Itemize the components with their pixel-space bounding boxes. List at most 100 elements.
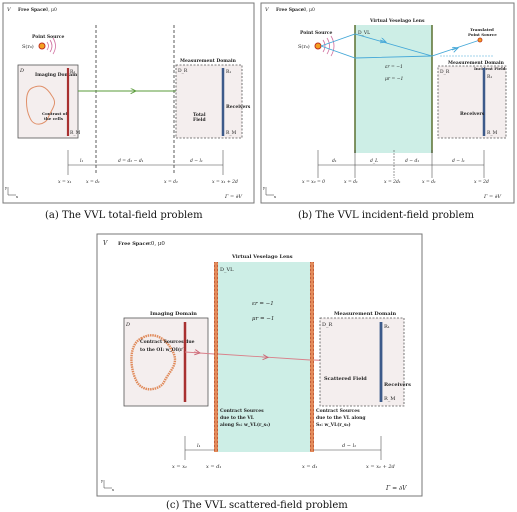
b-translated-source-icon xyxy=(477,37,483,43)
c-rm: R_M xyxy=(384,396,395,402)
a-dl-expr: d − l₁ xyxy=(190,158,203,164)
b-x2d1: x = 2d₁ xyxy=(384,179,401,185)
b-lens-title: Virtual Veselago Lens xyxy=(369,18,425,24)
c-r1: R₁ xyxy=(384,324,390,330)
c-l1: l₁ xyxy=(197,443,201,449)
b-medium: ε0, μ0 xyxy=(301,7,315,13)
b-point-source-title: Point Source xyxy=(300,30,333,36)
a-object-contour xyxy=(26,85,55,125)
b-axis-x-label: x xyxy=(274,195,276,199)
b-mu: μr = −1 xyxy=(385,76,403,82)
b-lens xyxy=(355,25,432,153)
c-eps: εr = −1 xyxy=(252,301,274,307)
a-measurement-title: Measurement Domain xyxy=(180,58,237,64)
c-lens-src-5: due to the VL along xyxy=(316,415,366,421)
a-x1: x = x₁ xyxy=(58,180,72,185)
caption-a: (a) The VVL total-field problem xyxy=(45,210,203,221)
c-medium: ε0, μ0 xyxy=(148,241,165,247)
a-rm-label: R_M xyxy=(70,130,81,136)
a-gamma: Γ = ∂V xyxy=(224,194,243,200)
c-imaging-title: Imaging Domain xyxy=(150,311,197,317)
b-dd: d − d₁ xyxy=(405,158,419,164)
a-xd1: x = d₁ xyxy=(86,179,100,185)
c-xd1: x = d₁ xyxy=(206,464,221,470)
c-axis-y-label: y xyxy=(100,479,103,483)
b-xd1: x = d₁ xyxy=(344,179,358,185)
c-lens-src-6: S₂: w_VL(r_s₂) xyxy=(316,421,351,428)
c-dr: D_R xyxy=(322,322,333,328)
c-axis-x-label: x xyxy=(112,488,114,492)
b-gamma: Γ = ∂V xyxy=(483,194,502,200)
a-point-source-label: S(r₀) xyxy=(22,43,34,50)
b-ray-arrow-1 xyxy=(379,40,386,42)
a-d-label: D xyxy=(19,68,24,74)
c-mu: μr = −1 xyxy=(252,316,274,322)
a-axis-y-label: y xyxy=(4,186,7,190)
b-d1: d₁ xyxy=(332,158,337,164)
b-x2d: x = 2d xyxy=(474,179,489,185)
c-ray-arrow-1 xyxy=(193,352,200,353)
b-measurement-domain xyxy=(437,65,507,139)
a-medium: ε0, μ0 xyxy=(43,7,57,13)
c-measurement-domain xyxy=(319,317,405,407)
b-ray-arrow-2 xyxy=(451,48,458,50)
panel-c: V Free Space ε0, μ0 Virtual Veselago Len… xyxy=(96,233,423,497)
c-xd2: x = d₁ xyxy=(302,464,317,470)
a-r1b-label: R₁ xyxy=(226,69,231,75)
c-dl: d − l₁ xyxy=(342,443,356,449)
c-lens-src-1: Contract Sources xyxy=(220,408,264,414)
a-total-1: Total xyxy=(193,112,206,118)
a-receivers: Receivers xyxy=(226,104,251,110)
a-r1-label: R₁ xyxy=(70,69,75,75)
c-v-label: V xyxy=(103,240,108,247)
panel-a: V Free Space ε0, μ0 Point Source S(r₀) D… xyxy=(2,2,255,204)
b-measurement-title: Measurement Domain xyxy=(448,60,505,66)
a-imaging-title: Imaging Domain xyxy=(35,72,78,78)
a-d-expr: d = d₂ − d₁ xyxy=(118,158,144,164)
a-measurement-domain xyxy=(175,64,243,139)
c-object-contour xyxy=(130,334,177,391)
b-dvl: D_VL xyxy=(358,30,370,36)
panel-b: V Free Space ε0, μ0 Virtual Veselago Len… xyxy=(260,2,515,204)
b-point-source-label: S(r₀) xyxy=(298,43,310,50)
b-dl1: d − l₁ xyxy=(452,158,465,164)
b-incident-field: Incident Field xyxy=(474,66,506,71)
b-r1: R₁ xyxy=(487,74,492,80)
caption-c: (c) The VVL scattered-field problem xyxy=(166,500,348,511)
c-lens-right-edge xyxy=(310,262,314,452)
b-eps: εr = −1 xyxy=(385,64,403,70)
a-wave-icon xyxy=(46,37,56,55)
b-ray-bottom xyxy=(320,45,433,59)
b-dl: d_L xyxy=(370,158,378,164)
c-contrast-2: to the OI: w_OI(r′) xyxy=(140,346,186,353)
a-point-source-icon xyxy=(38,42,46,50)
c-lens-left-edge xyxy=(214,262,218,452)
a-xd2: x = d₂ xyxy=(164,179,178,185)
c-imaging-domain xyxy=(123,317,209,407)
a-dr-label: D_R xyxy=(178,68,188,74)
c-lens-src-3: along S₁: w_VL(r_s₁) xyxy=(220,421,270,428)
a-point-source-title: Point Source xyxy=(32,34,65,40)
b-translated-2: Point Source xyxy=(468,32,497,37)
b-wave-icon xyxy=(322,35,335,57)
c-lens-src-2: due to the VL xyxy=(220,415,255,421)
c-receivers: Receivers xyxy=(384,382,411,388)
a-xx1: x = x₁ + 2d xyxy=(212,179,238,185)
c-free-space: Free Space xyxy=(118,241,149,247)
a-l1: l₁ xyxy=(80,158,83,164)
c-measurement-title: Measurement Domain xyxy=(334,311,396,317)
c-scattered-field: Scattered Field xyxy=(324,376,367,382)
caption-b: (b) The VVL incident-field problem xyxy=(298,210,475,221)
c-d: D xyxy=(125,322,130,328)
c-gamma: Γ = ∂V xyxy=(385,485,407,492)
b-xd: x = d₁ xyxy=(422,179,436,185)
b-receivers: Receivers xyxy=(460,111,485,117)
b-x0: x = x₀ = 0 xyxy=(302,179,325,185)
c-dvl: D_VL xyxy=(220,267,234,273)
b-rm: R_M xyxy=(487,130,498,136)
a-axis-x-label: x xyxy=(16,195,18,199)
a-total-2: Field xyxy=(193,117,206,123)
c-contrast-1: Contract Sources due xyxy=(140,339,195,345)
a-contrast-1: Contrast of xyxy=(42,111,67,116)
